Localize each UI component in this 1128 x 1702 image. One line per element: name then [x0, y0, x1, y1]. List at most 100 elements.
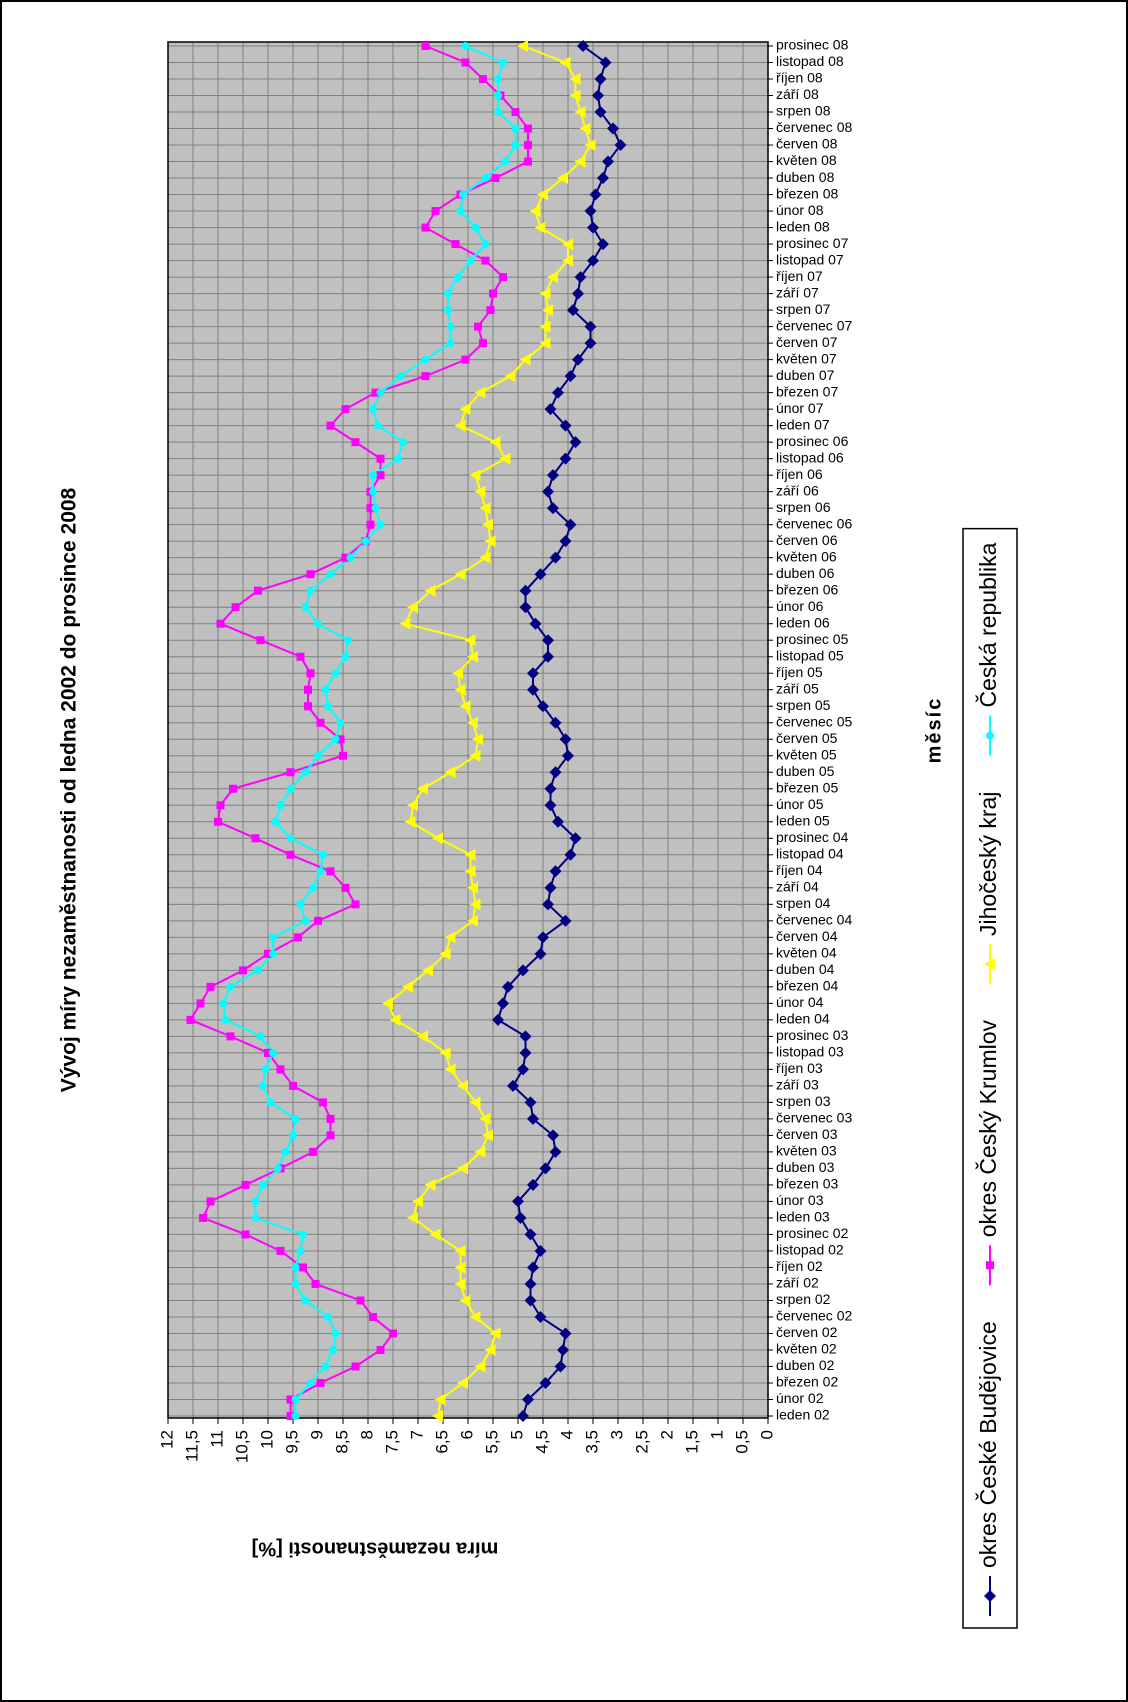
data-point [216, 619, 225, 628]
data-point [256, 1032, 265, 1041]
data-point [407, 799, 418, 812]
data-point [306, 570, 315, 579]
data-point [289, 1081, 297, 1090]
data-point [489, 1327, 501, 1340]
data-point [306, 1378, 315, 1387]
data-point [444, 306, 452, 315]
data-point [331, 735, 340, 744]
data-point [482, 1129, 493, 1142]
data-point [291, 1412, 300, 1420]
legend: okres České Budějovice okres Český Krumlo… [962, 527, 1018, 1629]
data-point [286, 784, 295, 793]
y-tick-label: 2 [657, 1430, 676, 1439]
data-point [429, 1228, 441, 1241]
data-point [482, 518, 493, 531]
data-point [559, 452, 572, 465]
data-point [424, 584, 436, 597]
data-point [597, 172, 609, 185]
data-point [499, 273, 507, 282]
data-point [439, 947, 451, 960]
data-point [594, 73, 607, 86]
data-point [547, 1129, 559, 1142]
data-point [544, 881, 557, 894]
y-tick-label: 0 [757, 1430, 776, 1439]
data-point [464, 634, 476, 647]
data-point [562, 254, 573, 267]
data-point [549, 865, 562, 878]
data-point [542, 485, 554, 498]
x-tick-label: listopad 05 [776, 647, 844, 663]
y-tick-label: 6,5 [432, 1430, 451, 1454]
data-point [459, 403, 471, 416]
data-point [539, 1162, 552, 1175]
data-point [554, 1360, 567, 1373]
data-point [389, 1329, 397, 1338]
data-point [474, 485, 486, 498]
data-point [344, 636, 352, 645]
data-point [454, 1277, 466, 1290]
x-tick-label: leden 03 [776, 1209, 830, 1225]
x-tick-label: červenec 08 [776, 119, 852, 135]
data-point [481, 174, 490, 183]
chart-title: Vývoj míry nezaměstnanosti od ledna 2002… [58, 487, 81, 1092]
data-point [417, 1030, 428, 1043]
y-tick-label: 7,5 [382, 1430, 401, 1454]
x-tick-label: únor 02 [776, 1390, 824, 1406]
data-point [552, 386, 564, 399]
x-tick-label: květen 03 [776, 1143, 837, 1159]
x-tick-label: leden 07 [776, 416, 830, 432]
x-tick-label: březen 04 [776, 978, 838, 994]
data-point [466, 256, 475, 265]
data-point [432, 832, 443, 845]
data-point [481, 240, 490, 249]
data-point [542, 898, 554, 911]
data-point [564, 370, 577, 383]
data-point [469, 749, 481, 762]
x-tick-label: červen 05 [776, 730, 838, 746]
x-tick-label: listopad 03 [776, 1044, 844, 1060]
x-tick-label: prosinec 06 [776, 433, 849, 449]
y-tick-label: 9,5 [282, 1430, 301, 1454]
data-point [461, 42, 470, 50]
data-point [226, 1032, 235, 1041]
data-point [569, 832, 582, 845]
data-point [584, 139, 596, 152]
data-point [469, 1096, 481, 1109]
data-point [474, 1360, 486, 1373]
data-point [461, 355, 470, 364]
data-point [584, 337, 597, 350]
x-tick-label: prosinec 03 [776, 1027, 849, 1043]
data-point [547, 502, 559, 515]
x-tick-label: říjen 05 [776, 664, 823, 680]
data-point [602, 155, 614, 168]
data-point [564, 518, 577, 531]
data-point [369, 487, 377, 496]
data-point [559, 733, 572, 746]
x-tick-label: červen 08 [776, 136, 838, 152]
x-tick-label: červenec 05 [776, 713, 852, 729]
data-point [494, 75, 502, 84]
x-tick-label: červenec 03 [776, 1110, 852, 1126]
data-point [569, 436, 582, 449]
x-tick-label: říjen 03 [776, 1060, 823, 1076]
x-tick-label: červenec 02 [776, 1308, 852, 1324]
data-point [461, 58, 470, 67]
x-tick-label: listopad 07 [776, 251, 844, 267]
data-point [389, 1013, 401, 1026]
y-tick-label: 3,5 [582, 1430, 601, 1454]
y-tick-label: 7 [407, 1430, 426, 1439]
x-tick-label: únor 05 [776, 796, 824, 812]
data-point [407, 1211, 418, 1224]
data-point [417, 782, 428, 795]
data-point [346, 553, 355, 562]
data-point [422, 964, 433, 977]
data-point [467, 881, 478, 894]
data-point [539, 320, 551, 333]
data-point [431, 207, 440, 216]
data-point [542, 650, 554, 663]
y-tick-label: 12 [157, 1430, 176, 1449]
x-tick-label: březen 02 [776, 1374, 838, 1390]
data-point [231, 603, 240, 612]
data-point [276, 1246, 285, 1255]
data-point [314, 751, 322, 760]
